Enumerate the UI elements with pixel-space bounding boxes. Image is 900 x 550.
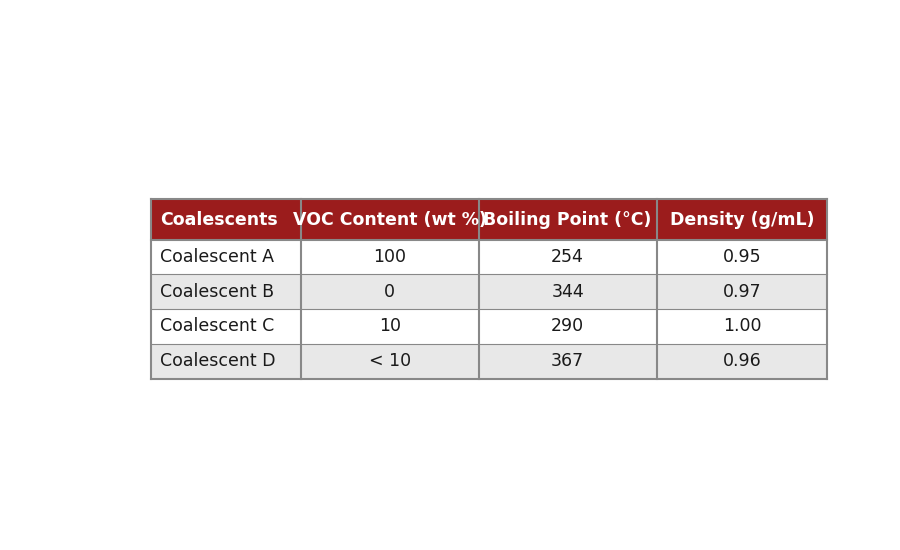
Bar (151, 344, 827, 378)
Text: Density (g/mL): Density (g/mL) (670, 211, 814, 228)
Text: Coalescent A: Coalescent A (160, 248, 274, 266)
Text: 1.00: 1.00 (723, 317, 761, 336)
Text: Boiling Point (°C): Boiling Point (°C) (483, 211, 652, 228)
Text: 0: 0 (384, 283, 395, 301)
Text: Coalescent C: Coalescent C (160, 317, 274, 336)
Bar (151, 309, 827, 344)
Text: 10: 10 (379, 317, 400, 336)
Text: 290: 290 (551, 317, 584, 336)
Text: Coalescent D: Coalescent D (160, 352, 275, 370)
Text: 344: 344 (551, 283, 584, 301)
Text: Coalescent B: Coalescent B (160, 283, 274, 301)
Text: 100: 100 (374, 248, 406, 266)
Text: 0.97: 0.97 (723, 283, 761, 301)
Text: Coalescents: Coalescents (160, 211, 278, 228)
Bar (151, 274, 827, 309)
Text: 367: 367 (551, 352, 584, 370)
Bar (151, 200, 827, 240)
Text: 0.96: 0.96 (723, 352, 761, 370)
Text: 0.95: 0.95 (723, 248, 761, 266)
Text: < 10: < 10 (369, 352, 410, 370)
Text: 254: 254 (551, 248, 584, 266)
Text: VOC Content (wt %): VOC Content (wt %) (292, 211, 487, 228)
Bar (151, 240, 827, 274)
